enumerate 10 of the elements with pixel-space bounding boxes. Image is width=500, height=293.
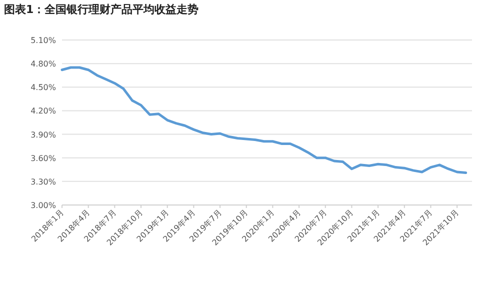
y-tick-label: 3.00% bbox=[30, 201, 56, 210]
line-series bbox=[60, 66, 468, 174]
chart-title: 图表1：全国银行理财产品平均收益走势 bbox=[4, 3, 199, 16]
y-tick-label: 4.80% bbox=[30, 60, 56, 69]
y-tick-label: 3.30% bbox=[30, 177, 56, 186]
y-tick-label: 5.10% bbox=[30, 36, 56, 45]
y-tick-label: 4.50% bbox=[30, 83, 56, 92]
y-tick-label: 3.90% bbox=[30, 130, 56, 140]
y-tick-label: 3.60% bbox=[30, 154, 56, 163]
y-tick-label: 4.20% bbox=[30, 106, 56, 116]
